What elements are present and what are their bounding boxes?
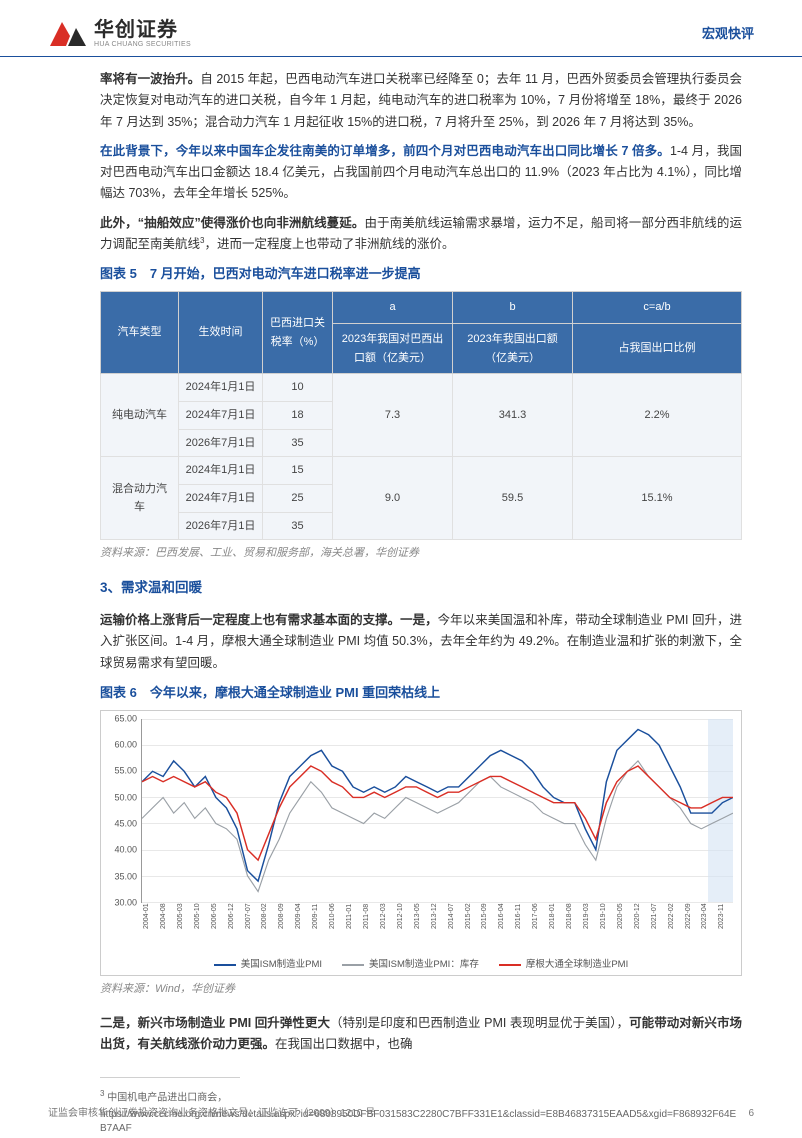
logo-cn: 华创证券 [94, 19, 191, 41]
main-content: 率将有一波抬升。自 2015 年起，巴西电动汽车进口关税率已经降至 0；去年 1… [0, 61, 802, 1055]
fig5-source: 资料来源：巴西发展、工业、贸易和服务部，海关总署，华创证券 [100, 544, 742, 563]
logo: 华创证券 HUA CHUANG SECURITIES [48, 18, 191, 50]
page-header: 华创证券 HUA CHUANG SECURITIES 宏观快评 [0, 0, 802, 57]
section-3-title: 3、需求温和回暖 [100, 577, 742, 600]
para-1: 率将有一波抬升。自 2015 年起，巴西电动汽车进口关税率已经降至 0；去年 1… [100, 69, 742, 133]
doc-tag: 宏观快评 [702, 23, 754, 45]
footnotes: 3 中国机电产品进出口商会， https://www.cccme.org.cn/… [0, 1063, 802, 1135]
logo-en: HUA CHUANG SECURITIES [94, 41, 191, 49]
fig6-source: 资料来源：Wind，华创证券 [100, 980, 742, 999]
fig6-chart: 30.0035.0040.0045.0050.0055.0060.0065.00… [100, 710, 742, 976]
fig6-legend: 美国ISM制造业PMI美国ISM制造业PMI：库存摩根大通全球制造业PMI [105, 957, 737, 973]
fig5-table: 汽车类型生效时间巴西进口关税率（%）abc=a/b2023年我国对巴西出口额（亿… [100, 291, 742, 540]
para-3: 此外，“抽船效应”使得涨价也向非洲航线蔓延。由于南美航线运输需求暴增，运力不足，… [100, 213, 742, 256]
fig5-title: 图表 5 7 月开始，巴西对电动汽车进口税率进一步提高 [100, 263, 742, 285]
page-footer: 证监会审核华创证券投资咨询业务资格批文号：证监许可（2009）1210 号 6 [0, 1105, 802, 1122]
para-4: 运输价格上涨背后一定程度上也有需求基本面的支撑。一是，今年以来美国温和补库，带动… [100, 610, 742, 674]
para-5: 二是，新兴市场制造业 PMI 回升弹性更大（特别是印度和巴西制造业 PMI 表现… [100, 1013, 742, 1056]
fig6-title: 图表 6 今年以来，摩根大通全球制造业 PMI 重回荣枯线上 [100, 682, 742, 704]
logo-icon [48, 18, 88, 50]
page-number: 6 [748, 1105, 754, 1122]
footer-left: 证监会审核华创证券投资咨询业务资格批文号：证监许可（2009）1210 号 [48, 1105, 375, 1122]
para-2: 在此背景下，今年以来中国车企发往南美的订单增多，前四个月对巴西电动汽车出口同比增… [100, 141, 742, 205]
